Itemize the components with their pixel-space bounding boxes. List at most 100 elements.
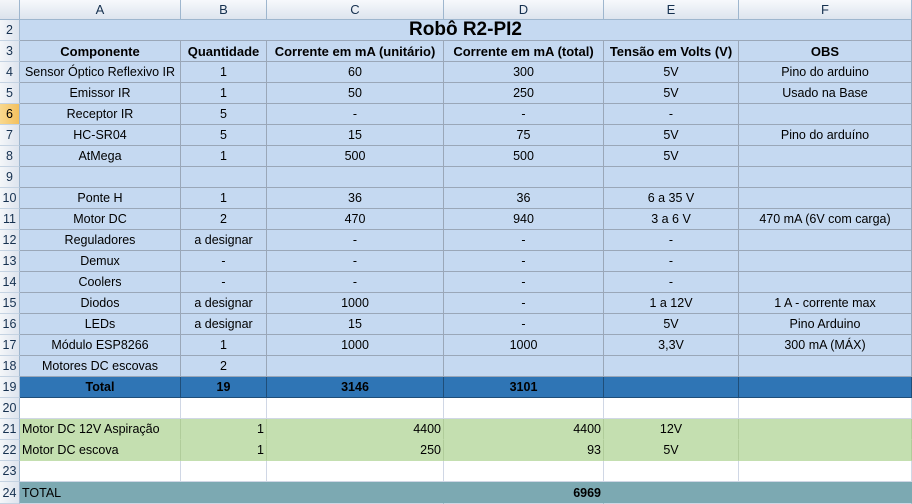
cell-tensao[interactable]: [604, 356, 739, 377]
cell[interactable]: [181, 398, 267, 419]
cell-tensao[interactable]: 5V: [604, 314, 739, 335]
cell-obs[interactable]: [739, 230, 912, 251]
cell-componente[interactable]: Motores DC escovas: [20, 356, 181, 377]
cell-corrente-total[interactable]: 93: [444, 440, 604, 461]
row-header-7[interactable]: 7: [0, 125, 20, 146]
cell-quantidade[interactable]: 1: [181, 188, 267, 209]
cell-obs[interactable]: 470 mA (6V com carga): [739, 209, 912, 230]
header-tensao[interactable]: Tensão em Volts (V): [604, 41, 739, 62]
cell-corrente-total[interactable]: [444, 167, 604, 188]
cell-componente[interactable]: Diodos: [20, 293, 181, 314]
grand-total-value[interactable]: 6969: [444, 482, 604, 504]
cell-corrente-unitario[interactable]: -: [267, 272, 444, 293]
cell-corrente-unitario[interactable]: 500: [267, 146, 444, 167]
cell[interactable]: [604, 398, 739, 419]
cell[interactable]: [20, 461, 181, 482]
column-header-b[interactable]: B: [181, 0, 267, 20]
cell-tensao[interactable]: -: [604, 272, 739, 293]
total-obs[interactable]: [739, 377, 912, 398]
total-corrente-total[interactable]: 3101: [444, 377, 604, 398]
cell-corrente-total[interactable]: -: [444, 251, 604, 272]
cell-componente[interactable]: Motor DC 12V Aspiração: [20, 419, 181, 440]
cell[interactable]: [267, 398, 444, 419]
cell-quantidade[interactable]: 1: [181, 335, 267, 356]
cell-quantidade[interactable]: a designar: [181, 314, 267, 335]
cell-quantidade[interactable]: 5: [181, 104, 267, 125]
row-header-2[interactable]: 2: [0, 20, 20, 41]
cell-tensao[interactable]: 1 a 12V: [604, 293, 739, 314]
cell-obs[interactable]: Pino do arduíno: [739, 125, 912, 146]
cell-tensao[interactable]: 5V: [604, 83, 739, 104]
cell-corrente-total[interactable]: 75: [444, 125, 604, 146]
cell-corrente-total[interactable]: -: [444, 314, 604, 335]
cell-corrente-unitario[interactable]: [267, 167, 444, 188]
row-header-11[interactable]: 11: [0, 209, 20, 230]
header-componente[interactable]: Componente: [20, 41, 181, 62]
cell-quantidade[interactable]: 5: [181, 125, 267, 146]
cell[interactable]: [444, 398, 604, 419]
total-tensao[interactable]: [604, 377, 739, 398]
column-header-e[interactable]: E: [604, 0, 739, 20]
cell-quantidade[interactable]: 1: [181, 419, 267, 440]
cell-corrente-total[interactable]: 1000: [444, 335, 604, 356]
cell[interactable]: [267, 461, 444, 482]
cell-quantidade[interactable]: a designar: [181, 230, 267, 251]
cell-corrente-total[interactable]: 940: [444, 209, 604, 230]
cell-componente[interactable]: Demux: [20, 251, 181, 272]
cell-componente[interactable]: Motor DC: [20, 209, 181, 230]
cell-quantidade[interactable]: a designar: [181, 293, 267, 314]
row-header-21[interactable]: 21: [0, 419, 20, 440]
cell[interactable]: [604, 482, 912, 504]
cell[interactable]: [604, 461, 739, 482]
cell-tensao[interactable]: 12V: [604, 419, 739, 440]
cell-componente[interactable]: Emissor IR: [20, 83, 181, 104]
cell-corrente-unitario[interactable]: 1000: [267, 335, 444, 356]
cell-tensao[interactable]: [604, 167, 739, 188]
cell-corrente-total[interactable]: -: [444, 104, 604, 125]
cell-corrente-unitario[interactable]: -: [267, 251, 444, 272]
cell[interactable]: [444, 461, 604, 482]
cell-quantidade[interactable]: [181, 167, 267, 188]
cell-obs[interactable]: [739, 272, 912, 293]
row-header-5[interactable]: 5: [0, 83, 20, 104]
select-all-corner[interactable]: [0, 0, 20, 20]
row-header-6[interactable]: 6: [0, 104, 20, 125]
cell-componente[interactable]: AtMega: [20, 146, 181, 167]
cell-quantidade[interactable]: -: [181, 251, 267, 272]
cell-corrente-total[interactable]: -: [444, 272, 604, 293]
column-header-f[interactable]: F: [739, 0, 912, 20]
cell-corrente-unitario[interactable]: 36: [267, 188, 444, 209]
row-header-19[interactable]: 19: [0, 377, 20, 398]
cell-corrente-unitario[interactable]: 470: [267, 209, 444, 230]
cell-obs[interactable]: Pino Arduino: [739, 314, 912, 335]
cell-quantidade[interactable]: 1: [181, 146, 267, 167]
cell-corrente-total[interactable]: 36: [444, 188, 604, 209]
total-quantidade[interactable]: 19: [181, 377, 267, 398]
cell-componente[interactable]: Ponte H: [20, 188, 181, 209]
cell[interactable]: [739, 461, 912, 482]
row-header-14[interactable]: 14: [0, 272, 20, 293]
grand-total-label[interactable]: TOTAL: [20, 482, 444, 504]
cell-obs[interactable]: [739, 167, 912, 188]
table-title[interactable]: Robô R2-PI2: [20, 20, 912, 41]
cell-componente[interactable]: [20, 167, 181, 188]
row-header-23[interactable]: 23: [0, 461, 20, 482]
cell-quantidade[interactable]: -: [181, 272, 267, 293]
cell-quantidade[interactable]: 1: [181, 62, 267, 83]
cell-tensao[interactable]: 6 a 35 V: [604, 188, 739, 209]
row-header-13[interactable]: 13: [0, 251, 20, 272]
cell-tensao[interactable]: 5V: [604, 125, 739, 146]
cell-obs[interactable]: [739, 188, 912, 209]
header-corrente-unitario[interactable]: Corrente em mA (unitário): [267, 41, 444, 62]
column-header-a[interactable]: A: [20, 0, 181, 20]
cell-corrente-unitario[interactable]: [267, 356, 444, 377]
row-header-4[interactable]: 4: [0, 62, 20, 83]
column-header-d[interactable]: D: [444, 0, 604, 20]
cell-quantidade[interactable]: 1: [181, 83, 267, 104]
cell-tensao[interactable]: 5V: [604, 440, 739, 461]
cell-quantidade[interactable]: 1: [181, 440, 267, 461]
row-header-20[interactable]: 20: [0, 398, 20, 419]
row-header-12[interactable]: 12: [0, 230, 20, 251]
cell-componente[interactable]: Motor DC escova: [20, 440, 181, 461]
row-header-8[interactable]: 8: [0, 146, 20, 167]
